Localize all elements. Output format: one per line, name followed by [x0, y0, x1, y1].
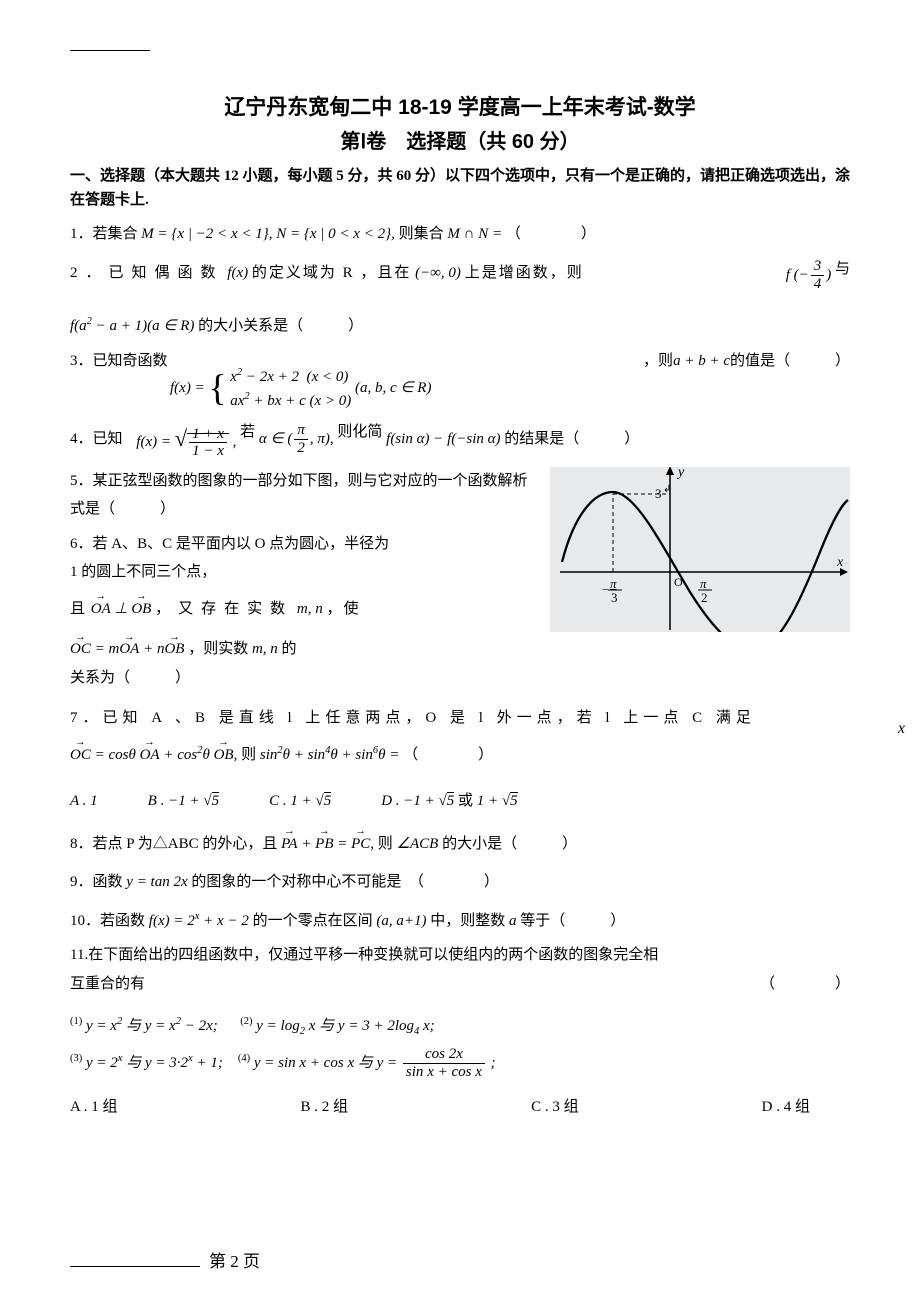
q1-suffix: 则集合: [399, 226, 444, 242]
question-9: 9．函数 y = tan 2x 的图象的一个对称中心不可能是 （ ）: [70, 868, 850, 897]
q3-prefix: 3．已知奇函数: [70, 347, 168, 376]
q6-line1: 6．若 A、B、C 是平面内以 O 点为圆心，半径为: [70, 530, 850, 559]
question-5: 5．某正弦型函数的图象的一部分如下图，则与它对应的一个函数解析式是（ ）: [70, 467, 850, 524]
q2-interval: (−∞, 0): [415, 265, 461, 281]
q11-opt-a: A . 1 组: [70, 1093, 118, 1122]
q6-mn: m, n: [297, 601, 323, 617]
q6-mn2: m, n: [252, 641, 278, 657]
q4-then: 则化简: [337, 424, 382, 440]
q8-then: 则: [378, 836, 393, 852]
q7-opt-b: B . −1 + √5: [148, 787, 219, 816]
page-title: 辽宁丹东宽甸二中 18-19 学度高一上年末考试-数学: [70, 91, 850, 121]
q6-line2: 1 的圆上不同三个点，: [70, 558, 850, 587]
stray-x: x: [898, 720, 905, 738]
question-1: 1．若集合 M = {x | −2 < x < 1}, N = {x | 0 <…: [70, 220, 850, 249]
q11-p3-label: (3): [70, 1053, 82, 1064]
q8-math: PA + PB = PC,: [281, 836, 374, 852]
page-subtitle: 第Ⅰ卷 选择题（共 60 分）: [70, 125, 850, 154]
q11-p1-label: (1): [70, 1016, 82, 1027]
question-3: 3．已知奇函数 ，则 a + b + c 的值是（ ） f(x) = { x2 …: [70, 347, 850, 413]
q4-alpha: α ∈ (π2, π),: [259, 431, 334, 447]
q2-fx: f(x): [227, 265, 248, 281]
question-11: 11.在下面给出的四组函数中，仅通过平移一种变换就可以使组内的两个函数的图象完全…: [70, 941, 850, 1121]
q9-prefix: 9．函数: [70, 874, 123, 890]
q1-blank: （ ）: [506, 226, 596, 242]
q6-l3-pre: 且: [70, 601, 87, 617]
q11-opt-b: B . 2 组: [301, 1093, 349, 1122]
q3-piecewise: x2 − 2x + 2 (x < 0) ax2 + bx + c (x > 0): [230, 365, 351, 412]
q2-mid2: 上是增函数，则: [465, 265, 584, 281]
q2-f34: f (−34): [786, 267, 832, 283]
q6-oc-eq: OC = mOA + nOB: [70, 641, 184, 657]
q11-p3: y = 2x 与 y = 3·2x + 1;: [86, 1055, 223, 1071]
q2-prefix: 2．已知偶函数: [70, 265, 224, 281]
q2-line2-math: f(a2 − a + 1)(a ∈ R): [70, 318, 194, 334]
q4-if: 若: [240, 424, 255, 440]
q3-fx-def: f(x) =: [170, 380, 208, 396]
q7-opt-c: C . 1 + √5: [269, 787, 331, 816]
q7-line1: 7．已知 A 、B 是直线 l 上任意两点，O 是 l 外一点，若 l 上一点 …: [70, 704, 850, 733]
q11-opt-c: C . 3 组: [531, 1093, 579, 1122]
q3-brace: {: [208, 374, 226, 404]
page-footer: 第 2 页: [70, 1247, 850, 1272]
q11-p2-label: (2): [240, 1016, 252, 1027]
section-intro: 一、选择题（本大题共 12 小题，每小题 5 分，共 60 分）以下四个选项中，…: [70, 164, 850, 212]
q6-l4-mid: ，则实数: [188, 641, 248, 657]
q11-p2: y = log2 x 与 y = 3 + 2log4 x;: [256, 1018, 434, 1034]
q10-math: f(x) = 2x + x − 2: [149, 913, 249, 929]
question-4: 4．已知 f(x) = √1 + x1 − x , 若 α ∈ (π2, π),…: [70, 418, 850, 461]
q8-end: 的大小是（ ）: [442, 836, 577, 852]
q4-end: 的结果是（ ）: [504, 431, 639, 447]
q9-end: 的图象的一个对称中心不可能是 （ ）: [191, 874, 499, 890]
q4-result: f(sin α) − f(−sin α): [386, 431, 500, 447]
q6-l3-end: ，使: [326, 601, 360, 617]
q6-l3-mid: ，又存在实数: [155, 601, 293, 617]
footer-rule: [70, 1266, 200, 1267]
q10-interval: (a, a+1): [376, 913, 426, 929]
q10-prefix: 10．若函数: [70, 913, 145, 929]
q11-line2-paren: （ ）: [760, 970, 850, 999]
question-7: 7．已知 A 、B 是直线 l 上任意两点，O 是 l 外一点，若 l 上一点 …: [70, 704, 850, 816]
question-6: 6．若 A、B、C 是平面内以 O 点为圆心，半径为 1 的圆上不同三个点， 且…: [70, 530, 850, 693]
q7-paren: （ ）: [403, 747, 493, 763]
q2-with: 与: [835, 261, 850, 277]
header-rule: [70, 50, 150, 51]
q11-p4-label: (4): [238, 1053, 250, 1064]
q9-math: y = tan 2x: [126, 874, 187, 890]
q3-abc: a + b + c: [673, 347, 730, 376]
q8-prefix: 8．若点 P 为△ABC 的外心，且: [70, 836, 277, 852]
q2-mid: 的定义域为 R ，且在: [252, 265, 412, 281]
q11-p4: y = sin x + cos x 与 y = cos 2xsin x + co…: [254, 1055, 496, 1071]
q4-fx: f(x) = √1 + x1 − x ,: [136, 434, 236, 450]
q3-end: 的值是（ ）: [730, 347, 850, 376]
q3-suffix: ，则: [643, 347, 673, 376]
q11-opt-d: D . 4 组: [762, 1093, 810, 1122]
q1-math2: M ∩ N =: [447, 226, 502, 242]
q10-mid: 的一个零点在区间: [253, 913, 373, 929]
q7-opt-a: A . 1: [70, 787, 98, 816]
q6-l4-end: 的: [282, 641, 297, 657]
q1-math: M = {x | −2 < x < 1}, N = {x | 0 < x < 2…: [141, 226, 395, 242]
question-2: 2．已知偶函数 f(x) 的定义域为 R ，且在 (−∞, 0) 上是增函数，则…: [70, 255, 850, 341]
q11-line2-pre: 互重合的有: [70, 970, 145, 999]
q10-end: 等于（ ）: [520, 913, 625, 929]
q4-prefix: 4．已知: [70, 431, 123, 447]
q2-line2-suffix: 的大小关系是（ ）: [198, 318, 363, 334]
q7-then: 则: [241, 747, 256, 763]
q6-oa-ob: OA ⊥ OB: [91, 601, 152, 617]
q3-cond: (a, b, c ∈ R): [355, 380, 431, 396]
question-8: 8．若点 P 为△ABC 的外心，且 PA + PB = PC, 则 ∠ACB …: [70, 830, 850, 859]
q8-angle: ∠ACB: [397, 836, 439, 852]
q1-prefix: 1．若集合: [70, 226, 138, 242]
page-number: 第 2 页: [209, 1252, 260, 1271]
q11-line1: 11.在下面给出的四组函数中，仅通过平移一种变换就可以使组内的两个函数的图象完全…: [70, 941, 850, 970]
q10-mid2: 中，则整数: [430, 913, 505, 929]
q6-line5: 关系为（ ）: [70, 664, 850, 693]
q7-expr: sin2θ + sin4θ + sin6θ =: [260, 747, 400, 763]
q11-p1: y = x2 与 y = x2 − 2x;: [86, 1018, 218, 1034]
q10-a: a: [509, 913, 517, 929]
question-10: 10．若函数 f(x) = 2x + x − 2 的一个零点在区间 (a, a+…: [70, 907, 850, 936]
q7-oc-eq: OC = cosθ OA + cos2θ OB,: [70, 747, 237, 763]
q7-opt-d: D . −1 + √5 或 1 + √5: [381, 787, 517, 816]
